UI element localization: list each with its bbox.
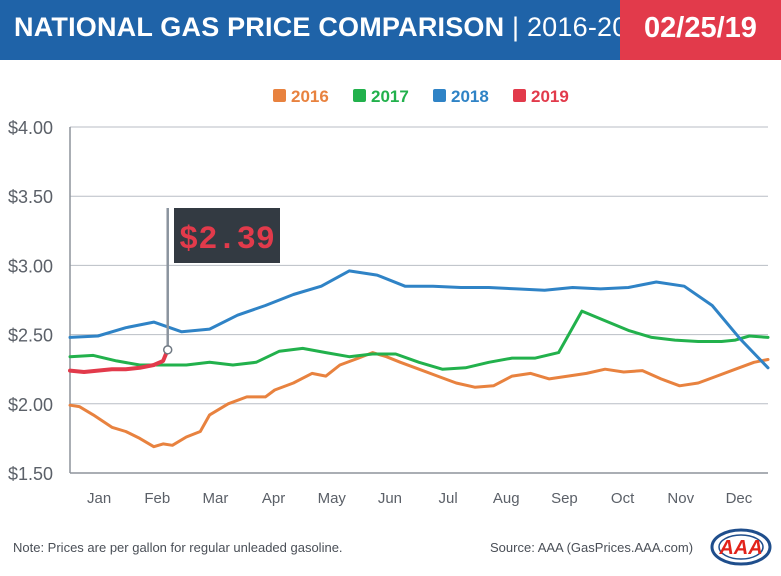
title-main: NATIONAL GAS PRICE COMPARISON [14,12,505,42]
series-line-2017 [68,309,770,371]
month-label: Feb [144,490,170,507]
legend-label-2018: 2018 [451,87,489,106]
aaa-logo-text: AAA [718,537,762,559]
callout-label: $2.39 [179,221,275,258]
y-tick-label: $1.50 [8,464,53,484]
month-label: Aug [493,490,520,507]
y-tick-label: $2.50 [8,326,53,346]
month-label: Sep [551,490,578,507]
legend-swatch-2019 [513,89,526,102]
footer-source: Source: AAA (GasPrices.AAA.com) [490,540,694,555]
month-label: Jul [438,490,457,507]
date-label: 02/25/19 [644,12,757,44]
month-label: Jan [87,490,111,507]
legend-label-2016: 2016 [291,87,329,106]
aaa-logo: AAA [710,528,772,566]
legend-label-2019: 2019 [531,87,569,106]
month-label: Jun [378,490,402,507]
series-line-2019 [68,347,170,374]
legend-swatch-2017 [353,89,366,102]
series-line-2016 [68,351,770,449]
footer-note: Note: Prices are per gallon for regular … [13,540,343,555]
legend-label-2017: 2017 [371,87,409,106]
y-tick-label: $4.00 [8,118,53,138]
callout-point [162,345,173,355]
month-label: Oct [611,490,635,507]
legend-swatch-2016 [273,89,286,102]
month-label: May [318,490,347,507]
legend-swatch-2018 [433,89,446,102]
date-bar: 02/25/19 [620,0,781,60]
series-line-2018 [68,269,770,370]
month-label: Dec [726,490,753,507]
callout-flag [174,208,280,263]
y-tick-label: $2.00 [8,395,53,415]
y-tick-label: $3.50 [8,187,53,207]
month-label: Apr [262,490,285,507]
title-separator: | [504,12,527,42]
month-label: Mar [202,490,228,507]
header-banner: NATIONAL GAS PRICE COMPARISON | 2016-201… [0,0,781,60]
y-tick-label: $3.00 [8,256,53,276]
title-bar: NATIONAL GAS PRICE COMPARISON | 2016-201… [0,0,658,60]
month-label: Nov [667,490,694,507]
